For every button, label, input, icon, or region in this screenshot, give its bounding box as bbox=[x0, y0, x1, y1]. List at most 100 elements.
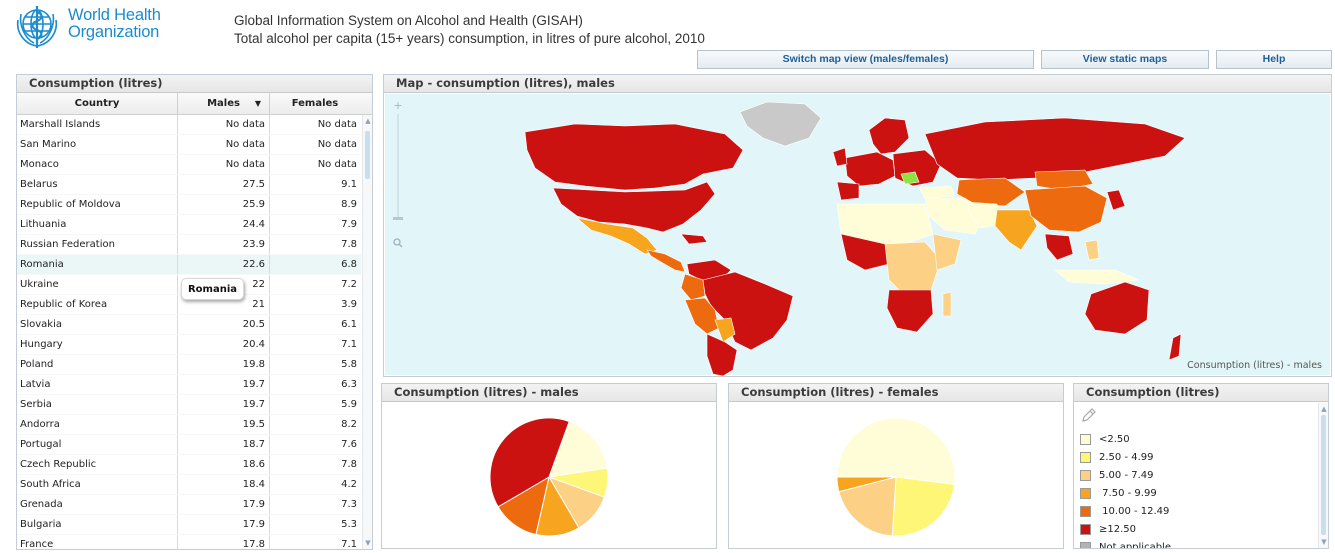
table-header: Country Males ▼ Females bbox=[17, 93, 372, 115]
table-panel-title: Consumption (litres) bbox=[17, 75, 372, 93]
cell-males: 20.4 bbox=[178, 335, 270, 354]
table-row[interactable]: Hungary 20.4 7.1 bbox=[17, 335, 361, 355]
map-region-western-europe bbox=[844, 151, 896, 187]
switch-map-view-button[interactable]: Switch map view (males/females) bbox=[697, 50, 1034, 69]
cell-females: 4.2 bbox=[341, 479, 357, 490]
world-map[interactable]: + Consumption (litres) - males bbox=[385, 94, 1332, 377]
legend-item[interactable]: Not applicable bbox=[1080, 538, 1171, 548]
cell-females: 5.9 bbox=[341, 399, 357, 410]
zoom-slider-handle[interactable] bbox=[393, 217, 403, 220]
map-region-uk bbox=[832, 147, 848, 167]
table-row[interactable]: Latvia 19.7 6.3 bbox=[17, 375, 361, 395]
legend-item[interactable]: 2.50 - 4.99 bbox=[1080, 448, 1171, 466]
cell-country: Poland bbox=[17, 355, 178, 374]
pie-slice[interactable] bbox=[836, 417, 956, 485]
cell-females: 7.3 bbox=[341, 499, 357, 510]
cell-females: 3.9 bbox=[341, 299, 357, 310]
table-row[interactable]: South Africa 18.4 4.2 bbox=[17, 475, 361, 495]
legend-list: <2.50 2.50 - 4.99 5.00 - 7.49 7.50 - 9.99 … bbox=[1080, 406, 1171, 548]
cell-country: Hungary bbox=[17, 335, 178, 354]
cell-males: 19.7 bbox=[178, 375, 270, 394]
legend-scroll-up-icon[interactable]: ▲ bbox=[1321, 405, 1327, 413]
scroll-thumb[interactable] bbox=[365, 131, 370, 179]
table-row[interactable]: Republic of Moldova 25.9 8.9 bbox=[17, 195, 361, 215]
table-row[interactable]: San Marino No data No data bbox=[17, 135, 361, 155]
pie-slice[interactable] bbox=[489, 417, 570, 508]
column-header-females[interactable]: Females bbox=[291, 98, 339, 109]
cell-females: 6.8 bbox=[341, 259, 357, 270]
help-button[interactable]: Help bbox=[1216, 50, 1332, 69]
cell-country: Republic of Korea bbox=[17, 295, 178, 314]
cell-females: 6.1 bbox=[341, 319, 357, 330]
table-row[interactable]: Russian Federation 23.9 7.8 bbox=[17, 235, 361, 255]
map-region-canada bbox=[524, 123, 744, 191]
zoom-search-icon[interactable] bbox=[393, 238, 401, 246]
legend-scroll-thumb[interactable] bbox=[1321, 415, 1326, 535]
map-region-central-africa bbox=[884, 241, 942, 297]
legend-item[interactable]: 10.00 - 12.49 bbox=[1080, 502, 1171, 520]
cell-country: Russian Federation bbox=[17, 235, 178, 254]
legend-item[interactable]: 5.00 - 7.49 bbox=[1080, 466, 1171, 484]
table-row[interactable]: Serbia 19.7 5.9 bbox=[17, 395, 361, 415]
scroll-down-icon[interactable]: ▼ bbox=[365, 539, 371, 547]
table-row[interactable]: Lithuania 24.4 7.9 bbox=[17, 215, 361, 235]
zoom-control[interactable]: + bbox=[391, 100, 405, 260]
table-row[interactable]: Czech Republic 18.6 7.8 bbox=[17, 455, 361, 475]
legend-label: 5.00 - 7.49 bbox=[1099, 469, 1154, 481]
cell-country: Ukraine bbox=[17, 275, 178, 294]
column-header-males[interactable]: Males ▼ bbox=[178, 93, 270, 114]
table-row[interactable]: Poland 19.8 5.8 bbox=[17, 355, 361, 375]
map-region-central-america bbox=[646, 249, 686, 273]
map-region-china bbox=[1024, 185, 1108, 233]
legend-swatch bbox=[1080, 451, 1091, 463]
cell-females: No data bbox=[317, 119, 357, 130]
map-region-russia bbox=[924, 117, 1186, 181]
table-row[interactable]: Marshall Islands No data No data bbox=[17, 115, 361, 135]
legend-label: 10.00 - 12.49 bbox=[1099, 505, 1170, 517]
cell-males: 19.5 bbox=[178, 415, 270, 434]
table-row[interactable]: Grenada 17.9 7.3 bbox=[17, 495, 361, 515]
map-region-southern-africa bbox=[886, 289, 934, 333]
cell-country: South Africa bbox=[17, 475, 178, 494]
world-map-svg[interactable] bbox=[385, 94, 1332, 377]
scroll-up-icon[interactable]: ▲ bbox=[365, 117, 371, 125]
cell-males: 24.4 bbox=[178, 215, 270, 234]
map-panel-title: Map - consumption (litres), males bbox=[384, 75, 1331, 93]
legend-scroll-down-icon[interactable]: ▼ bbox=[1321, 538, 1327, 546]
map-region-australia bbox=[1084, 281, 1150, 335]
column-header-country[interactable]: Country bbox=[17, 93, 178, 114]
legend-scrollbar[interactable]: ▲ ▼ bbox=[1318, 403, 1328, 548]
table-row[interactable]: Romania 22.6 6.8 bbox=[17, 255, 361, 275]
table-row[interactable]: Slovakia 20.5 6.1 bbox=[17, 315, 361, 335]
table-row[interactable]: France 17.8 7.1 bbox=[17, 535, 361, 549]
country-tooltip: Romania bbox=[181, 278, 244, 300]
cell-country: Bulgaria bbox=[17, 515, 178, 534]
pie-chart-females[interactable] bbox=[729, 403, 1063, 549]
page-title-block: Global Information System on Alcohol and… bbox=[234, 12, 705, 48]
legend-item[interactable]: 7.50 - 9.99 bbox=[1080, 484, 1171, 502]
map-panel: Map - consumption (litres), males bbox=[383, 74, 1332, 377]
cell-country: Lithuania bbox=[17, 215, 178, 234]
legend-label: ≥12.50 bbox=[1099, 523, 1137, 535]
pie-chart-males[interactable] bbox=[382, 403, 716, 549]
table-row[interactable]: Bulgaria 17.9 5.3 bbox=[17, 515, 361, 535]
table-scrollbar[interactable]: ▲ ▼ bbox=[362, 115, 372, 549]
table-row[interactable]: Portugal 18.7 7.6 bbox=[17, 435, 361, 455]
zoom-in-icon[interactable]: + bbox=[393, 100, 402, 112]
pie-females-title: Consumption (litres) - females bbox=[729, 384, 1063, 402]
pie-slice[interactable] bbox=[838, 476, 897, 537]
pie-slice[interactable] bbox=[836, 476, 897, 493]
map-region-scandinavia bbox=[868, 117, 910, 155]
pie-slice[interactable] bbox=[891, 476, 956, 537]
legend-label: 7.50 - 9.99 bbox=[1099, 487, 1157, 499]
pencil-icon[interactable] bbox=[1080, 406, 1098, 424]
table-row[interactable]: Monaco No data No data bbox=[17, 155, 361, 175]
who-logo[interactable]: World Health Organization bbox=[12, 2, 187, 52]
legend-item[interactable]: ≥12.50 bbox=[1080, 520, 1171, 538]
table-row[interactable]: Andorra 19.5 8.2 bbox=[17, 415, 361, 435]
legend-item[interactable]: <2.50 bbox=[1080, 430, 1171, 448]
pie-slice[interactable] bbox=[548, 420, 608, 478]
table-row[interactable]: Republic of Korea 21 3.9 bbox=[17, 295, 361, 315]
view-static-maps-button[interactable]: View static maps bbox=[1041, 50, 1209, 69]
table-row[interactable]: Belarus 27.5 9.1 bbox=[17, 175, 361, 195]
